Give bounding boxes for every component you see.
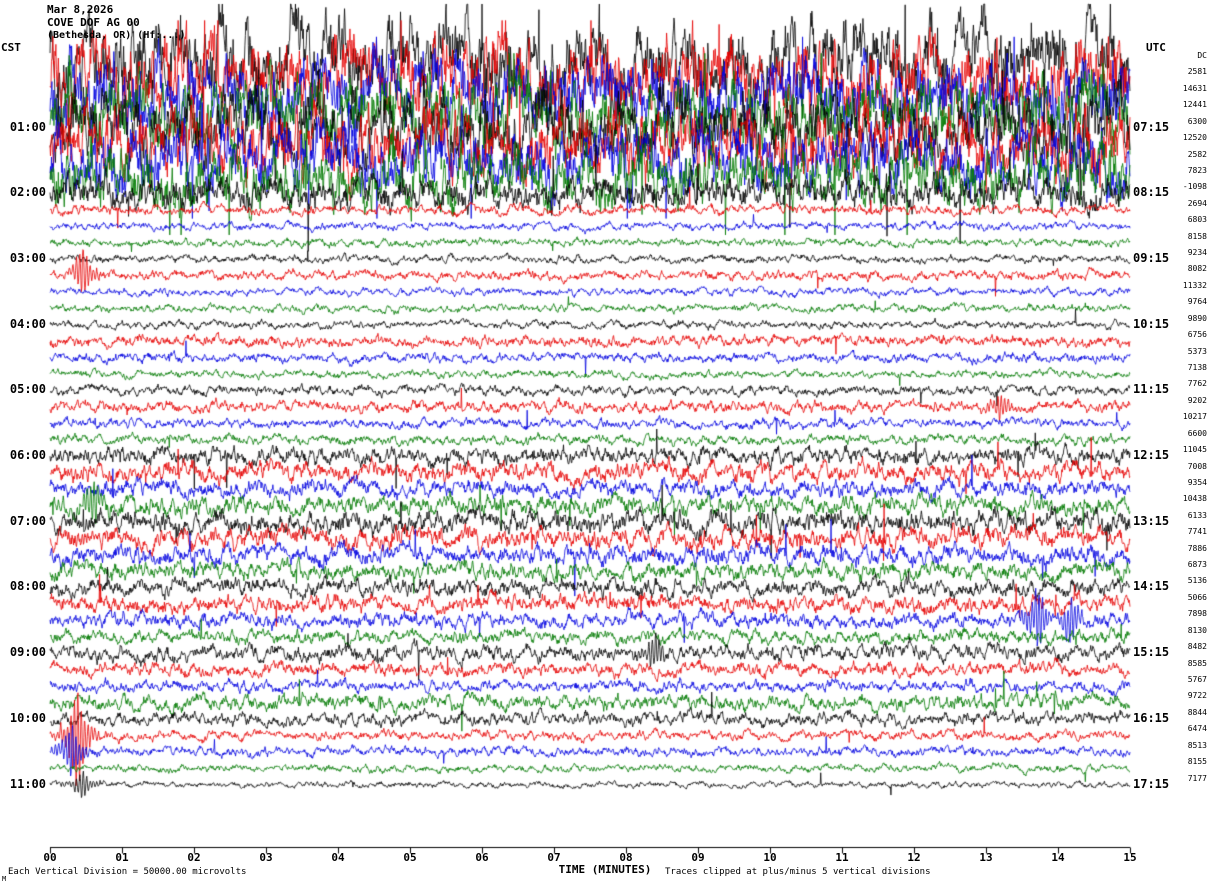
time-label-cst: 01:00 [9, 120, 46, 134]
dc-value: 8155 [1187, 757, 1207, 766]
dc-column-header: DC [1197, 51, 1207, 60]
time-label-utc: 12:15 [1133, 448, 1170, 462]
plot-header: Mar 8,2026 COVE DOF AG 00 (Bethesda, OR)… [47, 3, 185, 42]
time-label-cst: 09:00 [9, 645, 46, 659]
time-label-cst: 03:00 [9, 251, 46, 265]
time-label-utc: 10:15 [1133, 317, 1170, 331]
dc-value: 8130 [1187, 626, 1207, 635]
dc-value: 6756 [1187, 330, 1207, 339]
dc-value: 5066 [1187, 593, 1207, 602]
time-label-cst: 02:00 [9, 185, 46, 199]
dc-value: 12520 [1182, 133, 1207, 142]
dc-value: 8513 [1187, 741, 1207, 750]
dc-value: 9234 [1187, 248, 1207, 257]
time-label-utc: 15:15 [1133, 645, 1170, 659]
corner-mark: M [2, 875, 7, 883]
x-tick-label: 10 [763, 851, 777, 864]
x-tick-label: 08 [619, 851, 633, 864]
dc-value: 9890 [1187, 314, 1207, 323]
dc-value: 5136 [1187, 576, 1207, 585]
x-axis-label: TIME (MINUTES) [558, 863, 652, 876]
dc-value: 12441 [1182, 100, 1207, 109]
dc-value: 9722 [1187, 691, 1207, 700]
station-label: COVE DOF AG 00 [47, 16, 140, 29]
x-tick-label: 02 [187, 851, 201, 864]
dc-value: 14631 [1182, 84, 1207, 93]
dc-value: 8158 [1187, 232, 1207, 241]
dc-value: 2694 [1187, 199, 1207, 208]
dc-value: 7008 [1187, 462, 1207, 471]
footer-scale-note: Each Vertical Division = 50000.00 microv… [8, 867, 247, 877]
dc-value: 7898 [1187, 609, 1207, 618]
x-tick-label: 15 [1123, 851, 1137, 864]
time-label-cst: 08:00 [9, 579, 46, 593]
time-label-cst: 07:00 [9, 514, 46, 528]
time-label-utc: 11:15 [1133, 382, 1170, 396]
dc-value: 6133 [1187, 511, 1207, 520]
x-tick-label: 09 [691, 851, 705, 864]
x-tick-label: 05 [403, 851, 417, 864]
dc-value: 9764 [1187, 297, 1207, 306]
x-tick-label: 12 [907, 851, 921, 864]
dc-value: 11332 [1182, 281, 1207, 290]
dc-value: 7138 [1187, 363, 1207, 372]
x-tick-label: 06 [475, 851, 489, 864]
x-tick-label: 14 [1051, 851, 1065, 864]
time-label-cst: 10:00 [9, 711, 46, 725]
x-tick-label: 11 [835, 851, 849, 864]
dc-value: 6600 [1187, 429, 1207, 438]
time-label-utc: 16:15 [1133, 711, 1170, 725]
dc-value: 9354 [1187, 478, 1207, 487]
time-label-utc: 07:15 [1133, 120, 1170, 134]
time-label-utc: 08:15 [1133, 185, 1170, 199]
time-label-utc: 14:15 [1133, 579, 1170, 593]
utc-timezone-label: UTC [1146, 41, 1166, 54]
time-label-utc: 17:15 [1133, 777, 1170, 791]
time-label-cst: 04:00 [9, 317, 46, 331]
dc-value: -1098 [1182, 182, 1207, 191]
x-tick-label: 03 [259, 851, 273, 864]
x-tick-label: 01 [115, 851, 129, 864]
dc-value: 7741 [1187, 527, 1207, 536]
time-label-cst: 11:00 [9, 777, 46, 791]
dc-value: 11045 [1182, 445, 1207, 454]
dc-value: 5767 [1187, 675, 1207, 684]
dc-value: 8585 [1187, 659, 1207, 668]
time-label-cst: 06:00 [9, 448, 46, 462]
dc-value: 9202 [1187, 396, 1207, 405]
dc-value: 5373 [1187, 347, 1207, 356]
dc-value: 7886 [1187, 544, 1207, 553]
time-label-utc: 13:15 [1133, 514, 1170, 528]
x-tick-label: 00 [43, 851, 57, 864]
footer-clip-note: Traces clipped at plus/minus 5 vertical … [665, 867, 931, 877]
dc-value: 6300 [1187, 117, 1207, 126]
time-label-cst: 05:00 [9, 382, 46, 396]
cst-timezone-label: CST [1, 41, 21, 54]
time-label-utc: 09:15 [1133, 251, 1170, 265]
dc-value: 2582 [1187, 150, 1207, 159]
dc-value: 6873 [1187, 560, 1207, 569]
dc-value: 6803 [1187, 215, 1207, 224]
dc-value: 10217 [1182, 412, 1207, 421]
x-tick-label: 04 [331, 851, 345, 864]
dc-value: 7177 [1187, 774, 1207, 783]
dc-value: 8844 [1187, 708, 1207, 717]
dc-value: 2581 [1187, 67, 1207, 76]
dc-value: 8082 [1187, 264, 1207, 273]
dc-value: 7823 [1187, 166, 1207, 175]
location-label: (Bethesda, OR) (Hf:...) [47, 30, 186, 41]
dc-value: 7762 [1187, 379, 1207, 388]
date-label: Mar 8,2026 [47, 3, 114, 16]
x-tick-label: 13 [979, 851, 993, 864]
dc-value: 8482 [1187, 642, 1207, 651]
dc-value: 6474 [1187, 724, 1207, 733]
x-tick-label: 07 [547, 851, 561, 864]
dc-value: 10438 [1182, 494, 1207, 503]
